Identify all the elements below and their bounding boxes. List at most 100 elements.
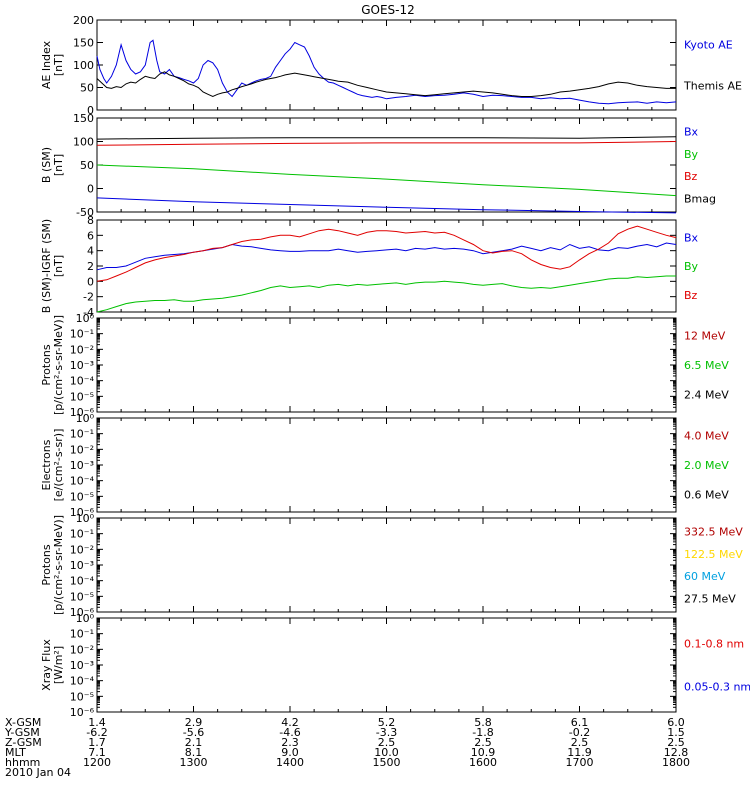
y-axis-label: Protons: [40, 544, 53, 585]
x-tick-label: -0.2: [569, 726, 590, 739]
y-tick-label: 0: [87, 183, 94, 196]
legend-entry: Themis AE: [683, 79, 742, 92]
y-tick-label: 10⁻⁴: [70, 375, 95, 388]
panel-frame: [96, 417, 677, 513]
y-axis-label: [p/(cm²-s-sr-MeV)]: [52, 515, 65, 615]
x-tick-label: 1700: [566, 756, 594, 769]
panel-4: 10⁻⁶ 10⁻⁵ 10⁻⁴ 10⁻³ 10⁻² 10⁻¹ 10⁰ Protons [p/(cm…: [40, 312, 729, 419]
x-tick-label: 2.5: [378, 736, 396, 749]
y-axis-label: [nT]: [52, 54, 65, 76]
y-axis-label: [nT]: [52, 255, 65, 277]
x-row-label: Z-GSM: [5, 736, 42, 749]
x-tick-label: 1.5: [667, 726, 685, 739]
y-tick-label: 10⁰: [76, 412, 95, 425]
legend-entry: Bz: [684, 289, 698, 302]
legend-entry: Bx: [684, 125, 699, 138]
panel-7: 10⁻⁶ 10⁻⁵ 10⁻⁴ 10⁻³ 10⁻² 10⁻¹ 10⁰ Xray Flux [W/m…: [40, 612, 750, 719]
series-line-bz: [96, 225, 677, 282]
x-tick-label: 5.2: [378, 716, 396, 729]
figure-title: GOES-12: [361, 3, 415, 17]
x-tick-label: -3.3: [376, 726, 397, 739]
x-tick-label: 7.1: [88, 746, 106, 759]
panel-frame: [96, 317, 677, 413]
legend-entry: By: [684, 148, 699, 161]
x-tick-label: 5.8: [474, 716, 492, 729]
y-tick-label: 8: [87, 214, 94, 227]
y-tick-label: 10⁻⁶: [70, 706, 95, 719]
legend-entry: Kyoto AE: [684, 39, 733, 52]
y-tick-label: 150: [73, 37, 94, 50]
legend-entry: Bz: [684, 170, 698, 183]
x-tick-label: 1600: [469, 756, 497, 769]
legend-entry: 0.6 MeV: [684, 488, 729, 501]
x-axis-table: X-GSM 1.4 2.9 4.2 5.2 5.8 6.1 6.0 Y-GSM -6.2 -5.6 -…: [4, 716, 690, 779]
x-tick-label: 8.1: [185, 746, 203, 759]
y-tick-label: 10⁻⁴: [70, 675, 95, 688]
y-tick-label: 10⁻¹: [70, 628, 94, 641]
x-tick-label: -1.8: [472, 726, 493, 739]
y-tick-label: 10⁻⁶: [70, 406, 95, 419]
y-tick-label: 10⁻³: [70, 359, 94, 372]
y-tick-label: -4: [83, 306, 94, 319]
y-tick-label: 10⁻²: [70, 643, 94, 656]
y-axis-label: B (SM): [40, 147, 53, 183]
y-tick-label: 50: [80, 159, 94, 172]
series-line-by: [96, 164, 677, 197]
legend-entry: Bx: [684, 231, 699, 244]
legend-entry: 332.5 MeV: [684, 525, 743, 538]
x-tick-label: 1.7: [88, 736, 106, 749]
panel-frame: [96, 117, 677, 213]
legend-entry: 0.1-0.8 nm: [684, 638, 744, 651]
y-axis-label: AE Index: [40, 40, 53, 89]
legend-entry: 0.05-0.3 nm: [684, 680, 750, 693]
legend-entry: 6.5 MeV: [684, 359, 729, 372]
y-tick-label: 10⁰: [76, 312, 95, 325]
y-tick-label: 10⁻³: [70, 659, 94, 672]
y-axis-label: [W/m²]: [52, 646, 65, 684]
legend-entry: 122.5 MeV: [684, 548, 743, 561]
series-line-bx: [96, 242, 677, 271]
x-tick-label: 4.2: [281, 716, 299, 729]
y-axis-label: [e/(cm²-s-sr)]: [52, 429, 65, 502]
y-tick-label: 10⁻⁶: [70, 506, 95, 519]
y-tick-label: 50: [80, 82, 94, 95]
y-axis-label: Electrons: [40, 439, 53, 490]
panel-frame: [96, 219, 677, 313]
y-tick-label: 10⁻¹: [70, 328, 94, 341]
y-tick-label: 10⁻²: [70, 543, 94, 556]
legend-entry: 2.4 MeV: [684, 388, 729, 401]
y-tick-label: -50: [76, 206, 94, 219]
x-tick-label: 2.3: [281, 736, 299, 749]
panel-5: 10⁻⁶ 10⁻⁵ 10⁻⁴ 10⁻³ 10⁻² 10⁻¹ 10⁰ Electrons [e/(…: [40, 412, 729, 519]
y-tick-label: 10⁻⁴: [70, 475, 95, 488]
x-tick-label: 2.1: [185, 736, 203, 749]
y-tick-label: 10⁻³: [70, 559, 94, 572]
x-tick-label: 1800: [662, 756, 690, 769]
series-line-themis-ae: [96, 71, 676, 98]
series-line-kyoto-ae: [96, 39, 677, 105]
y-tick-label: 200: [73, 14, 94, 27]
y-tick-label: 10⁻³: [70, 459, 94, 472]
x-tick-label: 2.9: [185, 716, 203, 729]
panel-frame: [96, 617, 677, 713]
y-tick-label: 10⁻⁵: [70, 590, 94, 603]
x-tick-label: 6.0: [667, 716, 685, 729]
x-tick-label: -5.6: [183, 726, 204, 739]
x-row-label: hhmm: [5, 756, 40, 769]
date-label: 2010 Jan 04: [5, 766, 71, 779]
x-tick-label: 10.0: [374, 746, 399, 759]
series-line-by: [96, 275, 676, 313]
y-tick-label: 0: [87, 104, 94, 117]
x-tick-label: 1500: [373, 756, 401, 769]
legend-entry: 2.0 MeV: [684, 459, 729, 472]
y-tick-label: 0: [87, 275, 94, 288]
series-line-bx: [96, 197, 677, 214]
x-tick-label: 1400: [276, 756, 304, 769]
series-line-bmag: [96, 136, 677, 140]
x-row-label: Y-GSM: [4, 726, 40, 739]
series-line-bz: [96, 141, 677, 146]
x-tick-label: 6.1: [571, 716, 589, 729]
y-tick-label: 10⁻⁴: [70, 575, 95, 588]
y-axis-label: Xray Flux: [40, 639, 53, 691]
x-row-label: X-GSM: [5, 716, 41, 729]
